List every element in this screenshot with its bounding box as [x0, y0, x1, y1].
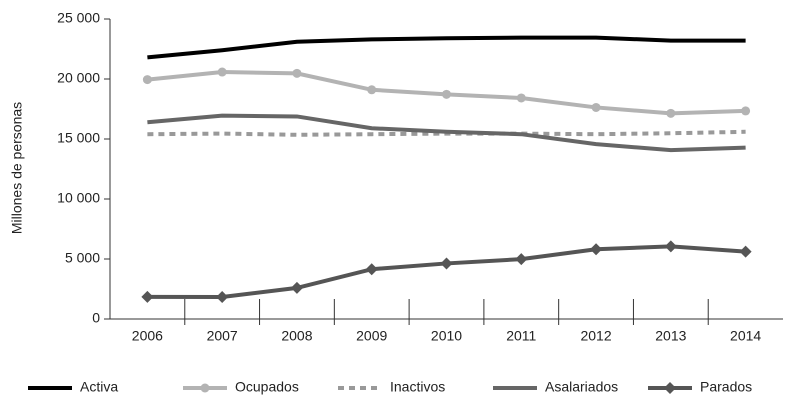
data-point — [515, 253, 528, 266]
y-tick-label: 20 000 — [57, 70, 100, 86]
x-tick-label: 2012 — [580, 328, 611, 344]
y-tick-label: 25 000 — [57, 10, 100, 26]
x-tick-label: 2013 — [655, 328, 686, 344]
x-tick-label: 2008 — [281, 328, 312, 344]
data-point — [442, 89, 451, 99]
data-point — [739, 245, 752, 258]
data-point — [141, 290, 154, 303]
data-point — [666, 108, 676, 118]
data-point — [590, 243, 603, 256]
legend-marker — [664, 382, 676, 394]
x-tick-label: 2007 — [207, 328, 238, 344]
data-point — [664, 240, 677, 253]
y-tick-label: 15 000 — [57, 130, 100, 146]
legend-label: Parados — [700, 379, 752, 395]
x-tick-label: 2014 — [730, 328, 761, 344]
series-line — [147, 113, 746, 153]
data-point — [217, 67, 227, 77]
x-tick-label: 2011 — [506, 328, 536, 344]
data-point — [216, 291, 229, 304]
data-point — [365, 263, 378, 276]
data-point — [741, 106, 751, 116]
y-tick-label: 0 — [92, 310, 100, 326]
legend-label: Ocupados — [235, 379, 299, 395]
series-line — [147, 35, 746, 60]
x-tick-label: 2006 — [132, 328, 163, 344]
data-point — [142, 75, 152, 85]
legend-marker — [200, 383, 210, 393]
data-point — [440, 257, 453, 270]
x-tick-label: 2009 — [356, 328, 387, 344]
data-point — [290, 281, 303, 294]
data-point — [516, 93, 526, 103]
y-axis-label: Millones de personas — [9, 102, 25, 234]
y-tick-label: 5 000 — [65, 250, 100, 266]
y-tick-label: 10 000 — [57, 190, 100, 206]
data-point — [591, 102, 601, 112]
data-point — [367, 85, 377, 95]
x-tick-label: 2010 — [431, 328, 462, 344]
data-point — [292, 68, 302, 78]
legend-label: Asalariados — [545, 379, 618, 395]
legend-label: Inactivos — [390, 379, 445, 395]
legend-label: Activa — [80, 379, 118, 395]
series-line — [147, 244, 746, 300]
